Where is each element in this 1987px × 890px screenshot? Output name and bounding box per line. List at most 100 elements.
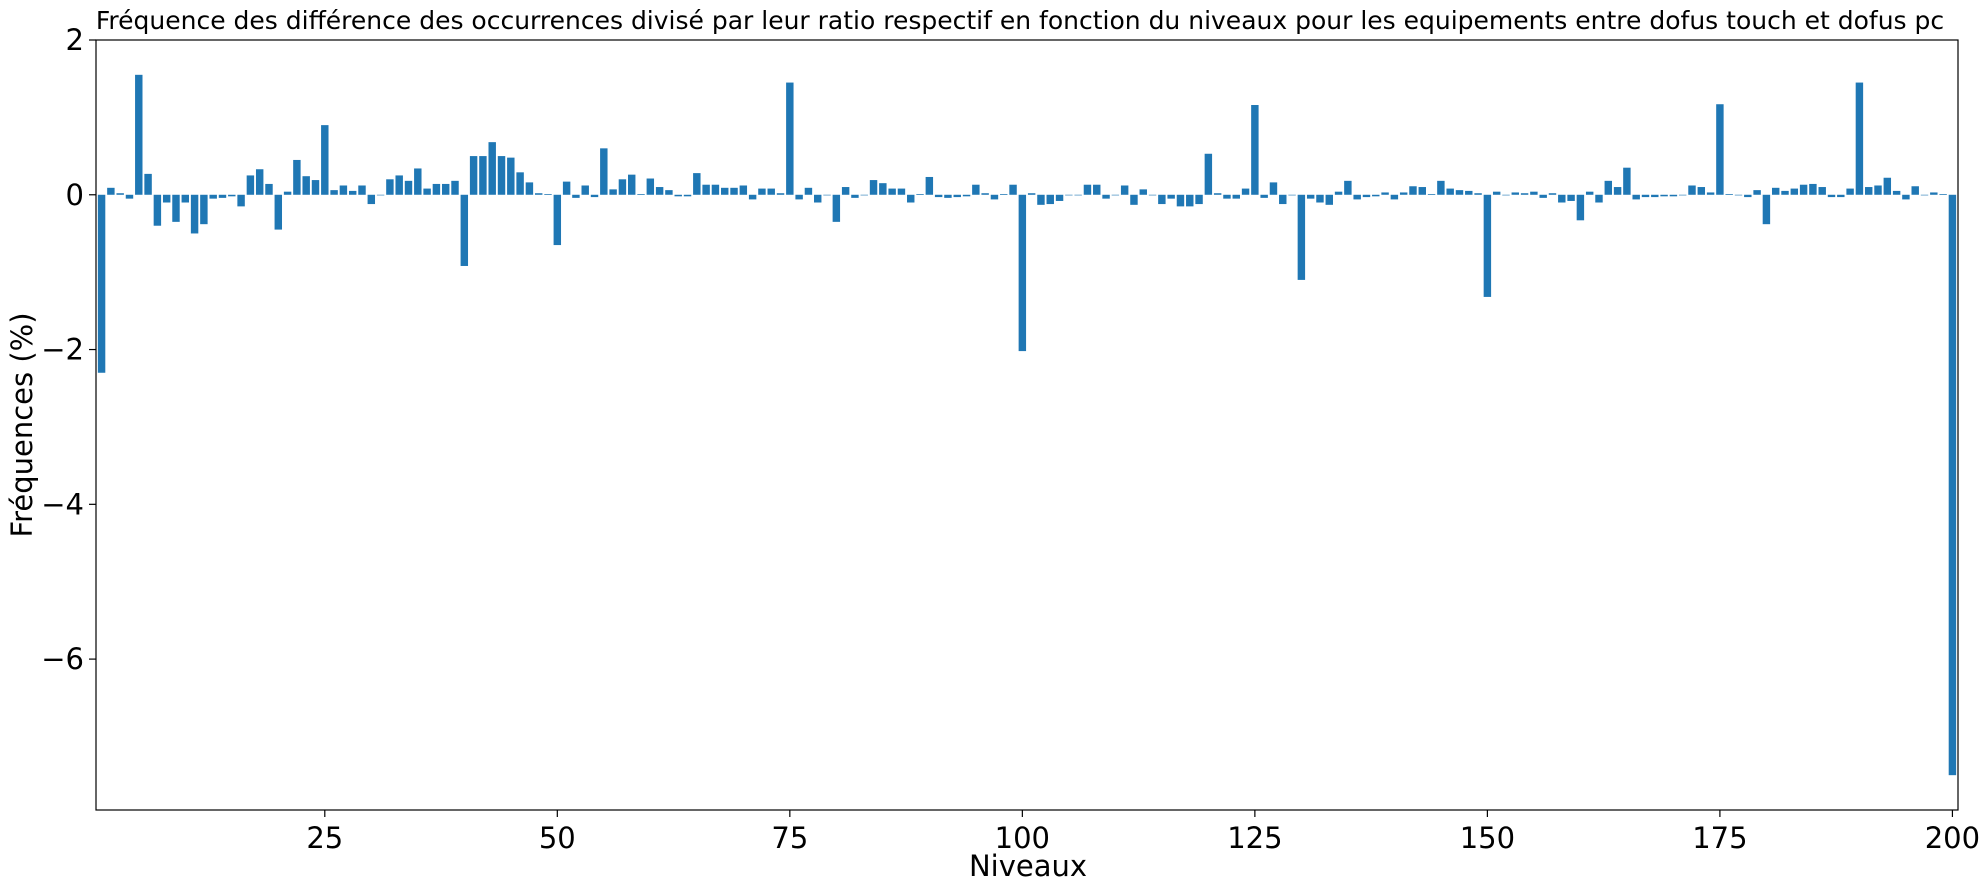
bar-level-11: [190, 194, 199, 234]
y-tick-label: 2: [66, 23, 84, 57]
bar-level-98: [1000, 194, 1008, 195]
bar-level-4: [125, 194, 134, 199]
bar-level-130: [1297, 194, 1306, 280]
bar-level-8: [162, 194, 171, 203]
bar-level-93: [953, 194, 961, 198]
x-axis-ticks: 25 50 75 100 125 150 175 200: [306, 810, 1980, 855]
bar-level-62: [665, 190, 673, 195]
bar-level-115: [1158, 194, 1166, 205]
x-axis-label: Niveaux: [969, 849, 1087, 883]
bar-level-66: [702, 184, 710, 195]
bar-level-71: [748, 194, 757, 200]
bar-level-187: [1827, 194, 1836, 198]
bar-level-147: [1455, 190, 1464, 195]
bar-level-138: [1372, 194, 1380, 197]
bar-level-114: [1148, 194, 1157, 196]
bar-level-99: [1009, 184, 1017, 195]
bar-level-137: [1362, 194, 1371, 198]
bar-level-160: [1576, 194, 1585, 221]
bar-level-42: [479, 156, 487, 195]
bar-level-196: [1911, 186, 1919, 195]
bar-level-94: [962, 194, 971, 197]
bar-level-28: [348, 190, 357, 195]
bar-level-177: [1734, 194, 1743, 196]
bar-level-7: [153, 194, 162, 226]
bar-level-75: [786, 82, 794, 195]
bar-level-12: [200, 194, 208, 225]
bar-level-145: [1437, 180, 1445, 195]
bar-level-103: [1046, 194, 1054, 205]
x-tick-label: 50: [539, 821, 576, 855]
bar-level-17: [246, 175, 255, 195]
x-tick-label: 175: [1692, 821, 1747, 855]
bar-level-48: [534, 193, 543, 195]
bar-level-92: [944, 194, 952, 198]
bar-level-199: [1939, 194, 1947, 195]
bar-level-110: [1111, 194, 1120, 196]
bar-level-113: [1139, 189, 1147, 195]
bar-level-194: [1892, 190, 1901, 195]
bar-level-22: [293, 159, 301, 195]
bar-level-60: [646, 178, 655, 195]
bar-level-174: [1706, 192, 1715, 195]
bar-level-59: [637, 194, 645, 195]
bar-level-69: [730, 187, 738, 195]
bar-level-184: [1799, 184, 1808, 195]
bar-level-86: [888, 188, 896, 195]
bar-level-191: [1864, 187, 1873, 195]
bar-level-108: [1093, 184, 1101, 195]
bar-level-63: [674, 194, 682, 197]
bar-level-149: [1474, 193, 1482, 195]
bar-level-111: [1120, 185, 1129, 195]
bar-level-67: [711, 184, 720, 195]
bar-level-46: [516, 172, 524, 195]
bar-level-116: [1167, 194, 1175, 199]
bar-level-163: [1604, 180, 1613, 195]
bar-level-178: [1744, 194, 1752, 198]
bar-level-100: [1018, 194, 1027, 352]
y-tick-label: −4: [41, 487, 84, 521]
bar-level-5: [135, 74, 143, 195]
bar-level-109: [1102, 194, 1110, 199]
bar-level-36: [423, 188, 431, 195]
bar-level-157: [1548, 193, 1557, 195]
x-tick-label: 200: [1925, 821, 1980, 855]
bar-level-182: [1781, 190, 1789, 195]
bar-level-195: [1902, 194, 1910, 200]
bar-level-188: [1837, 194, 1845, 198]
bar-level-146: [1446, 188, 1454, 195]
bar-level-186: [1818, 187, 1826, 195]
bar-level-81: [841, 187, 850, 195]
x-tick-label: 25: [306, 821, 343, 855]
bar-level-181: [1771, 187, 1780, 195]
bar-level-25: [321, 125, 329, 195]
x-tick-label: 100: [995, 821, 1050, 855]
bar-level-119: [1195, 194, 1203, 205]
bar-level-85: [879, 183, 887, 195]
bar-level-128: [1279, 194, 1287, 205]
bar-level-158: [1558, 194, 1566, 203]
bar-level-143: [1418, 187, 1426, 195]
bar-level-55: [600, 148, 608, 195]
bar-level-15: [228, 194, 236, 197]
bar-level-44: [497, 156, 506, 195]
bar-level-10: [181, 194, 190, 203]
bar-level-33: [395, 175, 403, 195]
bar-level-140: [1390, 194, 1399, 200]
bar-level-129: [1288, 194, 1296, 196]
bar-level-26: [330, 190, 338, 195]
bars-group: [97, 74, 1957, 776]
bar-level-161: [1585, 191, 1594, 195]
bar-level-136: [1353, 194, 1361, 200]
bar-level-29: [358, 185, 366, 195]
bar-level-90: [925, 176, 934, 195]
chart-title: Fréquence des différence des occurrences…: [96, 6, 1944, 35]
bar-level-45: [507, 157, 515, 195]
x-tick-label: 150: [1460, 821, 1515, 855]
bar-level-112: [1130, 194, 1138, 205]
bar-level-169: [1660, 194, 1668, 197]
bar-level-96: [981, 193, 989, 195]
bar-level-166: [1632, 194, 1640, 200]
bar-level-180: [1762, 194, 1771, 225]
bar-level-124: [1241, 188, 1250, 195]
